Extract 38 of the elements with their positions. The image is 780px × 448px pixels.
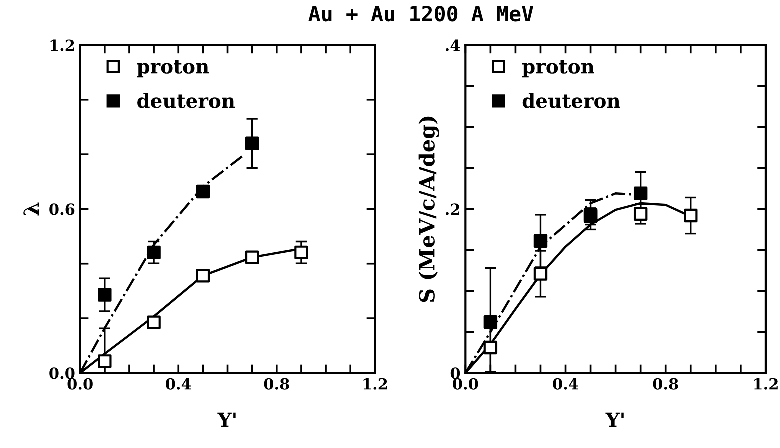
x-axis-title: Y' [606,412,624,428]
point [147,316,161,330]
point [484,316,498,330]
x-tick-label: 1.2 [364,378,388,390]
y-axis-title: λ [24,202,40,216]
point [484,340,498,355]
point [684,208,698,223]
x-axis-title: Y' [218,412,236,428]
x-tick-label: 0.0 [68,378,93,390]
y-tick-label: .4 [446,40,460,52]
text: Au + Au 1200 A MeV [308,6,534,22]
y-tick-label: 1.2 [50,40,74,52]
point [196,184,210,199]
point [534,234,548,248]
point [196,269,210,283]
point [634,186,648,200]
y-tick-label: 0.6 [50,204,75,216]
point [147,246,161,260]
point [245,250,260,264]
x-tick-label: 0.4 [166,378,192,390]
x-tick-label: 0.4 [553,378,578,390]
x-tick-label: 0.8 [264,378,290,390]
legend-label: deuteron [522,93,620,108]
point [98,288,112,302]
point [534,267,548,281]
legend-label: deuteron [138,93,236,108]
legend-label: proton [522,60,594,78]
point [98,354,112,368]
point [634,207,648,221]
y-tick-label: 0.0 [50,368,75,380]
y-axis-title: S (MeV/c/A/deg) [418,116,440,302]
y-tick-label: 0 [450,368,460,380]
legend-label: proton [137,60,210,78]
x-tick-label: 0.8 [653,378,678,390]
point [245,136,260,150]
x-tick-label: 1.2 [754,378,778,390]
y-tick-label: .2 [446,204,460,216]
point [294,246,308,260]
